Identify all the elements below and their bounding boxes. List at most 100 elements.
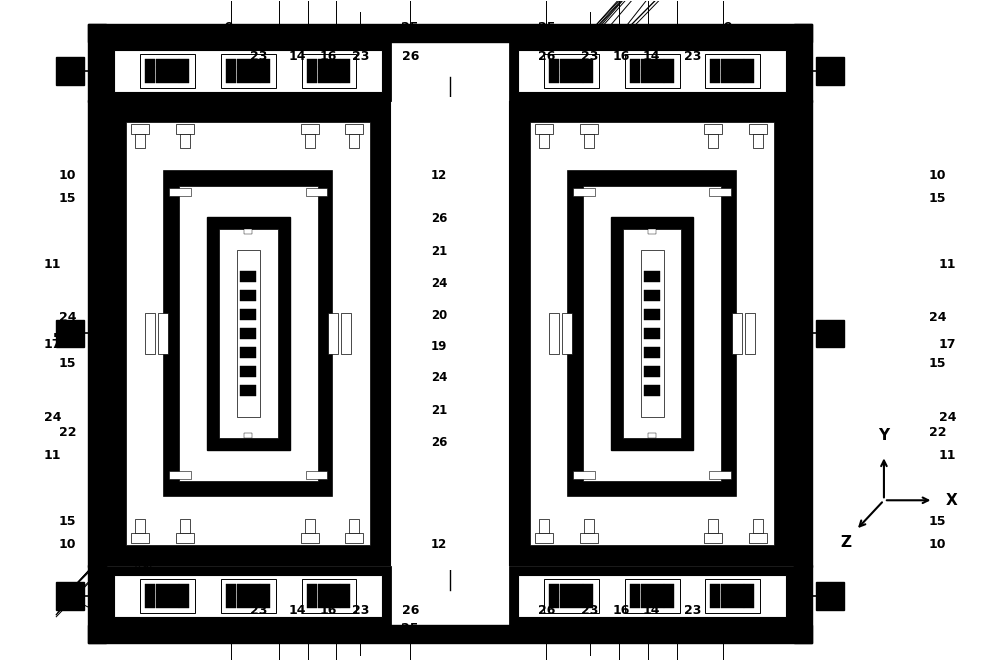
Bar [583, 59, 593, 83]
Text: 9: 9 [723, 621, 732, 635]
Text: 12: 12 [510, 169, 526, 182]
Bar [237, 600, 260, 608]
Bar [568, 171, 736, 496]
Text: 24: 24 [59, 311, 76, 324]
Bar [644, 328, 660, 339]
Text: 14: 14 [643, 50, 660, 63]
Bar [641, 250, 664, 417]
Text: 16: 16 [613, 603, 630, 617]
Text: 9: 9 [723, 21, 732, 34]
Bar [305, 134, 315, 148]
Bar [240, 346, 256, 358]
Bar [180, 519, 190, 533]
Bar [318, 584, 340, 592]
Bar [709, 188, 731, 196]
Bar [721, 59, 744, 67]
Text: 19: 19 [431, 340, 447, 354]
Text: 18: 18 [270, 33, 287, 46]
Bar [644, 290, 660, 301]
Bar [180, 134, 190, 148]
Bar [179, 186, 318, 481]
Bar [318, 67, 340, 75]
Bar [560, 67, 583, 75]
Bar [573, 188, 595, 196]
Text: 9: 9 [224, 21, 233, 34]
Bar [226, 584, 236, 608]
Bar [56, 582, 84, 610]
Bar [114, 575, 382, 617]
Text: 11: 11 [44, 449, 61, 462]
Text: 26: 26 [402, 50, 419, 63]
Text: 22: 22 [59, 426, 76, 439]
Bar [794, 565, 812, 642]
Bar [705, 54, 760, 88]
Text: 17: 17 [44, 338, 61, 352]
Bar [169, 471, 191, 479]
Bar [240, 271, 256, 282]
Text: 24: 24 [431, 276, 447, 290]
Bar [221, 579, 276, 613]
Bar [135, 519, 145, 533]
Text: 11: 11 [939, 258, 956, 271]
Bar [644, 271, 660, 282]
Bar [349, 134, 359, 148]
Bar [510, 102, 794, 565]
Text: 20: 20 [431, 309, 447, 322]
Text: 24: 24 [929, 311, 946, 324]
Text: 18: 18 [608, 621, 625, 635]
Text: 26: 26 [431, 212, 447, 225]
Bar [749, 533, 767, 543]
Text: 15: 15 [59, 357, 76, 370]
Text: 10: 10 [59, 169, 76, 182]
Bar [114, 50, 382, 92]
Bar [708, 519, 718, 533]
Bar [164, 171, 332, 496]
Text: 18: 18 [608, 33, 625, 46]
Bar [306, 471, 327, 479]
Text: 23: 23 [250, 603, 267, 617]
Text: 18: 18 [330, 33, 347, 46]
Bar [664, 584, 674, 608]
Bar [753, 519, 763, 533]
Bar [135, 134, 145, 148]
Text: 23: 23 [684, 603, 701, 617]
Bar [641, 75, 664, 83]
Text: 21: 21 [510, 245, 526, 258]
Bar [721, 584, 744, 592]
Bar [131, 124, 149, 134]
Text: 23: 23 [352, 50, 369, 63]
Bar [237, 75, 260, 83]
Text: 24: 24 [431, 371, 447, 385]
Bar [156, 584, 179, 592]
Text: 18: 18 [668, 621, 685, 635]
Bar [625, 54, 680, 88]
Text: 10: 10 [59, 538, 76, 551]
Text: 15: 15 [59, 515, 76, 528]
Bar [648, 434, 656, 438]
Text: 14: 14 [289, 603, 306, 617]
Bar [560, 584, 583, 592]
Bar [641, 67, 664, 75]
Bar [518, 50, 786, 92]
Text: 15: 15 [929, 515, 946, 528]
Bar [237, 67, 260, 75]
Bar [88, 565, 106, 642]
Bar [580, 124, 598, 134]
Bar [131, 533, 149, 543]
Bar [240, 290, 256, 301]
Bar [535, 124, 553, 134]
Text: 16: 16 [613, 50, 630, 63]
Bar [721, 600, 744, 608]
Text: 23: 23 [250, 50, 267, 63]
Bar [753, 134, 763, 148]
Bar [744, 59, 754, 83]
Bar [583, 186, 721, 481]
Bar [240, 309, 256, 321]
Bar [340, 584, 350, 608]
Text: 26: 26 [510, 436, 526, 449]
Text: 14: 14 [289, 50, 306, 63]
Bar [158, 313, 168, 354]
Bar [535, 533, 553, 543]
Bar [260, 584, 270, 608]
Bar [307, 59, 317, 83]
